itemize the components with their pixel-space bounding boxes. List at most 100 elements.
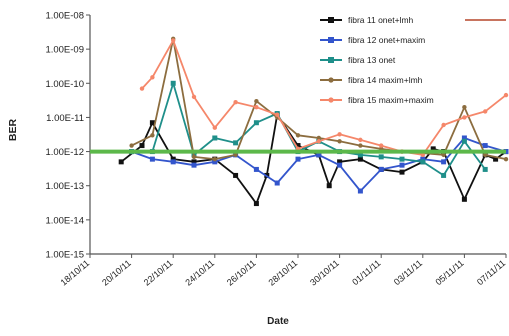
series-marker-2	[274, 180, 280, 186]
series-marker-1	[399, 169, 405, 175]
series-marker-5	[171, 38, 176, 43]
series-marker-1	[139, 143, 145, 149]
series-marker-2	[149, 156, 155, 162]
series-marker-5	[462, 115, 467, 120]
series-marker-1	[253, 201, 259, 207]
series-marker-5	[441, 122, 446, 128]
legend-box	[314, 11, 456, 115]
series-marker-5	[139, 86, 145, 91]
series-marker-3	[253, 120, 259, 126]
series-marker-2	[482, 143, 488, 149]
series-marker-3	[461, 138, 467, 144]
series-marker-3	[378, 154, 384, 160]
series-marker-2	[253, 166, 259, 172]
series-marker-4	[254, 98, 259, 104]
series-marker-1	[326, 183, 332, 189]
y-tick-label: 1.00E-14	[45, 215, 84, 226]
series-marker-4	[503, 156, 509, 162]
x-tick-label: 28/10/11	[267, 258, 300, 288]
x-axis-title: Date	[267, 316, 289, 327]
series-marker-4	[233, 152, 238, 158]
series-marker-1	[295, 143, 301, 149]
series-marker-5	[379, 143, 384, 148]
series-marker-4	[483, 152, 488, 158]
series-marker-4	[462, 104, 467, 110]
series-marker-2	[441, 159, 447, 165]
series-marker-2	[399, 162, 405, 168]
legend-swatch-marker	[328, 37, 334, 43]
series-marker-5	[358, 137, 363, 143]
series-marker-4	[212, 156, 217, 162]
series-marker-1	[233, 172, 239, 178]
series-marker-1	[118, 159, 124, 165]
y-tick-label: 1.00E-08	[45, 11, 84, 22]
series-marker-2	[316, 152, 322, 158]
legend-label: fibra 13 onet	[348, 55, 396, 65]
legend-label: fibra 12 onet+maxim	[348, 35, 425, 45]
series-marker-2	[170, 159, 176, 165]
series-line-3	[131, 82, 486, 177]
series-marker-2	[191, 162, 197, 168]
legend-swatch-marker	[328, 57, 334, 63]
series-marker-5	[191, 94, 197, 100]
legend-label: fibra 14 maxim+lmh	[348, 75, 423, 85]
x-tick-label: 18/10/11	[59, 258, 92, 288]
series-marker-2	[461, 135, 467, 141]
series-marker-2	[295, 156, 301, 162]
series-marker-4	[129, 143, 134, 148]
series-marker-5	[254, 104, 259, 110]
y-axis-title: BER	[7, 118, 19, 141]
series-marker-3	[399, 156, 405, 162]
y-tick-label: 1.00E-10	[45, 79, 84, 90]
x-tick-label: 05/11/11	[433, 258, 465, 287]
x-tick-label: 20/10/11	[100, 258, 133, 288]
series-marker-5	[275, 112, 280, 117]
series-marker-5	[316, 139, 321, 144]
series-marker-2	[357, 188, 363, 194]
series-marker-2	[378, 166, 384, 172]
x-tick-label: 22/10/11	[142, 258, 175, 288]
series-marker-2	[337, 162, 343, 168]
series-marker-3	[420, 159, 426, 165]
series-marker-4	[295, 133, 301, 138]
series-marker-1	[461, 196, 467, 202]
series-marker-3	[170, 80, 176, 86]
x-tick-label: 24/10/11	[183, 258, 216, 288]
series-marker-4	[358, 143, 363, 148]
y-tick-label: 1.00E-11	[46, 113, 84, 124]
series-line-1	[120, 113, 507, 205]
legend-label: fibra 11 onet+lmh	[348, 15, 414, 25]
series-marker-5	[212, 125, 217, 130]
y-tick-label: 1.00E-15	[45, 250, 84, 261]
legend-swatch-marker	[328, 17, 334, 23]
x-tick-label: 03/11/11	[392, 258, 424, 287]
series-marker-4	[441, 152, 446, 158]
x-tick-label: 26/10/11	[225, 258, 258, 288]
series-marker-1	[493, 156, 499, 162]
series-marker-5	[503, 92, 509, 98]
series-marker-3	[482, 166, 488, 172]
series-marker-2	[212, 159, 218, 165]
y-tick-label: 1.00E-09	[45, 45, 84, 56]
x-tick-label: 07/11/11	[475, 258, 507, 287]
x-tick-label: 01/11/11	[350, 258, 382, 287]
series-marker-4	[191, 154, 197, 160]
series-marker-2	[420, 156, 426, 162]
series-marker-3	[233, 140, 239, 146]
series-marker-4	[316, 135, 321, 141]
series-marker-1	[191, 159, 197, 165]
series-marker-5	[420, 152, 425, 158]
legend-swatch-marker	[328, 97, 334, 103]
x-tick-label: 30/10/11	[308, 258, 341, 288]
series-marker-1	[170, 156, 176, 162]
y-tick-label: 1.00E-13	[45, 181, 84, 192]
series-marker-3	[441, 172, 447, 178]
series-marker-3	[212, 135, 218, 141]
series-marker-4	[337, 139, 342, 144]
series-marker-1	[357, 156, 363, 162]
series-marker-1	[430, 146, 436, 152]
legend-swatch-marker	[328, 77, 334, 83]
series-marker-5	[483, 109, 488, 114]
